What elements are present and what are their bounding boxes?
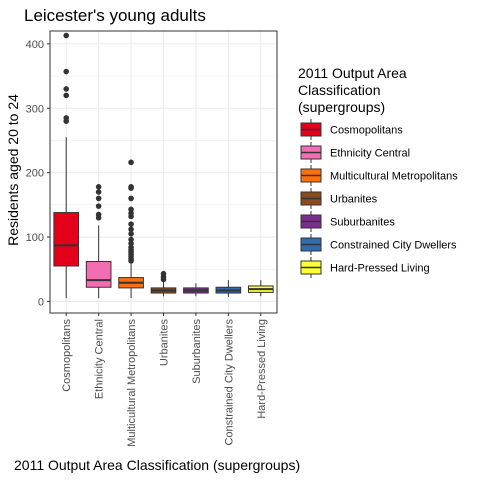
y-tick-label: 0 bbox=[38, 296, 44, 308]
legend-label-hard-pressed-living: Hard-Pressed Living bbox=[330, 263, 430, 275]
outlier-point-multicultural-metropolitans bbox=[128, 195, 134, 202]
x-axis-title: 2011 Output Area Classification (supergr… bbox=[14, 457, 300, 473]
outlier-point-cosmopolitans bbox=[63, 115, 70, 121]
legend-label-ethnicity-central: Ethnicity Central bbox=[330, 148, 410, 160]
y-tick-label: 300 bbox=[26, 103, 44, 115]
legend-title-line: (supergroups) bbox=[298, 99, 385, 115]
legend-label-constrained-city-dwellers: Constrained City Dwellers bbox=[330, 240, 457, 252]
outlier-point-ethnicity-central bbox=[95, 203, 102, 209]
plot-area: 0 100 200 300 400 Cosmopolitans Ethnicity Cent… bbox=[26, 30, 278, 447]
outlier-point-ethnicity-central bbox=[95, 195, 102, 202]
legend-title-line: Classification bbox=[298, 82, 380, 98]
x-tick-label-suburbanites: Suburbanites bbox=[191, 319, 203, 384]
outlier-point-cosmopolitans bbox=[63, 86, 70, 92]
legend-title-line: 2011 Output Area bbox=[298, 65, 407, 81]
y-axis-title: Residents aged 20 to 24 bbox=[5, 94, 21, 246]
outlier-point-multicultural-metropolitans bbox=[128, 206, 134, 213]
y-tick-label: 200 bbox=[26, 168, 44, 180]
chart-title: Leicester's young adults bbox=[24, 6, 206, 25]
outlier-point-multicultural-metropolitans bbox=[128, 221, 134, 227]
box-ethnicity-central bbox=[85, 260, 112, 288]
x-tick-label-urbanites: Urbanites bbox=[159, 319, 171, 367]
x-tick-label-constrained-city-dwellers: Constrained City Dwellers bbox=[223, 319, 235, 446]
x-tick-label-ethnicity-central: Ethnicity Central bbox=[94, 319, 106, 399]
legend-label-cosmopolitans: Cosmopolitans bbox=[330, 125, 403, 137]
y-tick-label: 400 bbox=[26, 39, 44, 51]
outlier-point-multicultural-metropolitans bbox=[128, 231, 134, 237]
outlier-point-ethnicity-central bbox=[95, 189, 102, 195]
outlier-point-multicultural-metropolitans bbox=[128, 226, 134, 233]
outlier-point-multicultural-metropolitans bbox=[128, 240, 134, 247]
plot-border bbox=[49, 30, 278, 314]
x-tick-label-cosmopolitans: Cosmopolitans bbox=[61, 319, 73, 392]
outlier-point-multicultural-metropolitans bbox=[128, 159, 134, 166]
legend-label-multicultural-metropolitans: Multicultural Metropolitans bbox=[330, 171, 458, 183]
outlier-point-cosmopolitans bbox=[63, 32, 70, 39]
y-tick-label: 100 bbox=[26, 232, 44, 244]
outlier-point-multicultural-metropolitans bbox=[128, 184, 134, 190]
outlier-point-multicultural-metropolitans bbox=[128, 244, 134, 251]
legend: 2011 Output AreaClassification(supergrou… bbox=[298, 65, 458, 278]
box-cosmopolitans bbox=[53, 212, 80, 267]
x-tick-label-multicultural-metropolitans: Multicultural Metropolitans bbox=[126, 319, 138, 447]
x-tick-label-hard-pressed-living: Hard-Pressed Living bbox=[256, 319, 268, 419]
legend-label-urbanites: Urbanites bbox=[330, 194, 378, 206]
outlier-point-ethnicity-central bbox=[95, 184, 102, 190]
outlier-point-ethnicity-central bbox=[95, 211, 102, 218]
legend-label-suburbanites: Suburbanites bbox=[330, 217, 395, 229]
outlier-point-multicultural-metropolitans bbox=[128, 236, 134, 243]
outlier-point-urbanites bbox=[160, 270, 167, 277]
outlier-point-cosmopolitans bbox=[63, 68, 70, 75]
outlier-point-cosmopolitans bbox=[63, 92, 70, 99]
outlier-point-multicultural-metropolitans bbox=[128, 210, 134, 217]
